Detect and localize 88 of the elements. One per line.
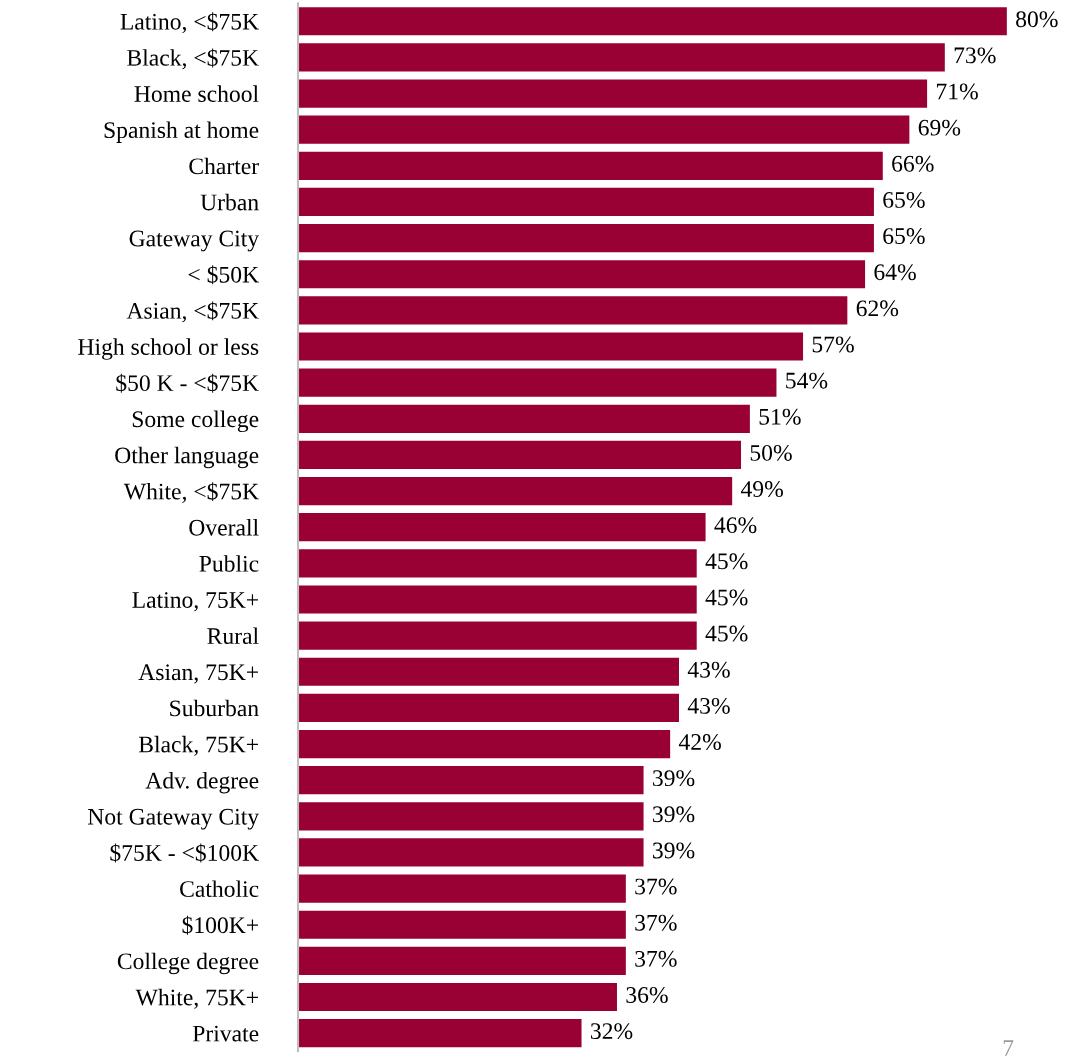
data-label: 39%	[653, 770, 695, 787]
y-tick-label: $100K+	[182, 915, 258, 935]
bar	[298, 224, 874, 253]
y-tick-label: Overall	[189, 519, 259, 536]
bar	[298, 910, 626, 939]
bar	[298, 657, 679, 686]
y-tick-label: Catholic	[180, 880, 259, 898]
bar	[298, 260, 866, 289]
y-tick-label: Not Gateway City	[87, 808, 260, 830]
bar	[298, 43, 945, 72]
y-tick-label: Latino, 75K+	[132, 592, 258, 612]
data-label: 36%	[626, 987, 668, 1004]
data-label: 45%	[705, 625, 748, 642]
y-tick-label: Other language	[115, 446, 259, 469]
bar	[298, 115, 910, 144]
data-label: 65%	[883, 228, 925, 245]
y-tick-label: Asian, 75K+	[138, 664, 258, 684]
y-tick-label: Asian, <$75K	[126, 301, 259, 323]
y-tick-label: < $50K	[188, 265, 259, 285]
y-tick-label: Spanish at home	[104, 121, 259, 143]
bar	[298, 513, 706, 542]
bar	[298, 729, 671, 759]
data-label: 71%	[936, 83, 978, 100]
data-label: 65%	[883, 191, 925, 208]
bar	[298, 585, 697, 614]
y-tick-label: Some college	[132, 410, 259, 433]
data-label: 49%	[740, 481, 783, 498]
bar	[298, 296, 848, 325]
data-label: 39%	[653, 842, 695, 859]
bar	[298, 476, 733, 506]
y-tick-label: Charter	[189, 157, 259, 175]
y-tick-label: Suburban	[170, 699, 259, 717]
data-label: 50%	[750, 444, 792, 461]
bar	[298, 766, 644, 795]
annotation: 7	[1003, 1040, 1014, 1056]
data-label: 39%	[653, 806, 695, 823]
data-label: 45%	[705, 553, 748, 570]
y-tick-label: College degree	[117, 952, 259, 975]
y-tick-label: Black, <$75K	[127, 48, 259, 70]
bar	[298, 1019, 582, 1048]
bar	[298, 79, 928, 108]
data-label: 51%	[759, 408, 801, 425]
bar	[298, 332, 804, 361]
bar	[298, 874, 626, 903]
bar	[298, 838, 644, 867]
data-label: 37%	[635, 950, 677, 967]
y-tick-label: Gateway City	[129, 230, 260, 252]
y-tick-label: White, 75K+	[135, 988, 258, 1009]
bar	[298, 7, 1007, 36]
y-tick-label: Rural	[207, 627, 259, 645]
y-tick-label: Home school	[134, 85, 259, 102]
data-label: 42%	[678, 734, 721, 751]
data-label: 73%	[954, 47, 996, 64]
data-label: 62%	[856, 300, 899, 317]
y-tick-label: Urban	[200, 193, 259, 211]
y-tick-label: Black, 75K+	[138, 735, 258, 756]
bar	[298, 440, 742, 470]
data-label: 32%	[591, 1023, 633, 1040]
data-label: 57%	[812, 336, 854, 353]
data-label: 46%	[714, 517, 757, 534]
y-tick-label: Latino, <$75K	[120, 12, 259, 34]
bar	[298, 151, 883, 180]
data-label: 64%	[874, 264, 916, 281]
y-tick-label: White, <$75K	[123, 482, 259, 503]
data-label: 69%	[918, 119, 961, 136]
bar	[298, 549, 697, 578]
y-tick-label: Public	[199, 555, 259, 572]
data-label: 54%	[786, 372, 828, 389]
y-tick-label: High school or less	[78, 338, 259, 360]
y-tick-label: $75K - <$100K	[110, 843, 259, 863]
y-tick-label: $50 K - <$75K	[116, 373, 259, 393]
data-label: 66%	[892, 155, 934, 172]
data-label: 37%	[635, 914, 677, 931]
bar	[298, 187, 874, 217]
bar	[298, 368, 777, 397]
bar	[298, 621, 697, 650]
y-tick-label: Adv. degree	[145, 772, 259, 794]
bar	[298, 802, 644, 831]
bar	[298, 946, 626, 975]
data-label: 37%	[635, 878, 677, 895]
bar	[298, 404, 750, 433]
bar	[298, 982, 617, 1012]
y-tick-label: Private	[192, 1025, 259, 1042]
data-label: 43%	[687, 697, 730, 714]
bar	[298, 693, 679, 722]
data-label: 80%	[1016, 11, 1058, 28]
data-label: 43%	[687, 661, 730, 678]
data-label: 45%	[705, 589, 748, 606]
